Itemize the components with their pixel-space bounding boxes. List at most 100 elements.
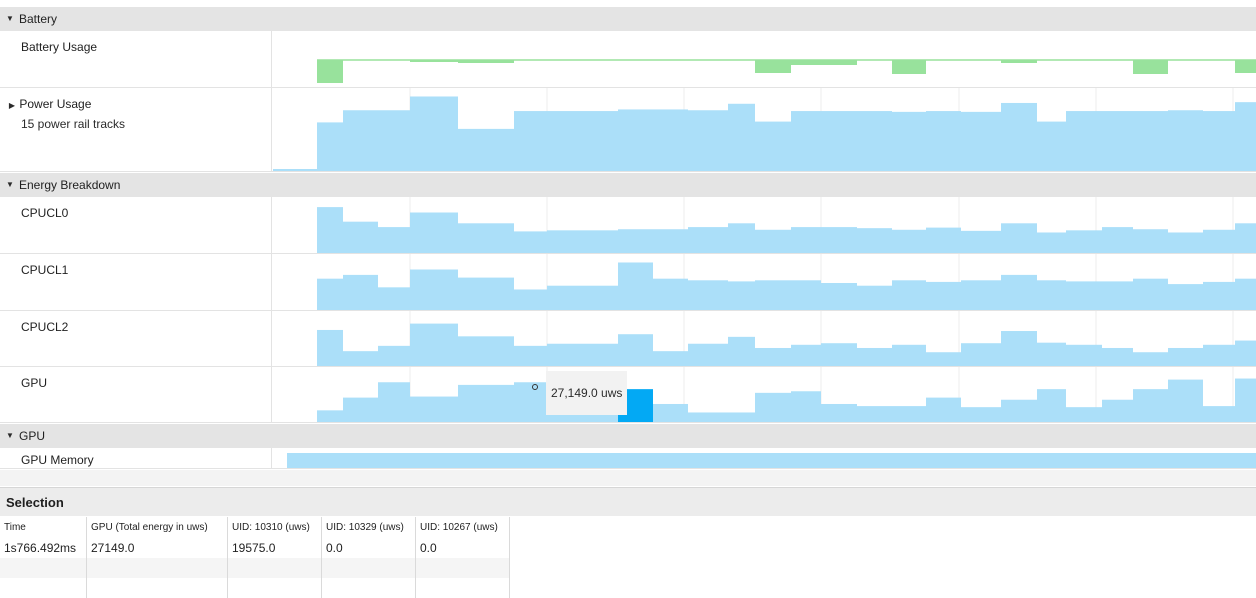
track-title: CPUCL0 <box>21 206 69 220</box>
step-segment <box>728 223 755 253</box>
step-segment <box>1066 281 1102 310</box>
step-segment <box>1235 378 1256 422</box>
track-area-gpu[interactable]: 27,149.0 uws <box>273 367 1256 422</box>
step-segment <box>1001 331 1037 366</box>
track-label-gpu[interactable]: GPU <box>0 367 272 422</box>
track-gpu: GPU 27,149.0 uws <box>0 367 1256 423</box>
step-segment <box>1235 223 1256 253</box>
step-segment <box>961 111 1001 171</box>
step-segment <box>343 110 378 171</box>
step-segment <box>653 278 688 310</box>
step-segment <box>514 111 547 171</box>
step-segment <box>618 334 653 366</box>
step-segment <box>961 343 1001 366</box>
track-label-cpucl0[interactable]: CPUCL0 <box>0 197 272 253</box>
cpucl1-chart <box>317 254 1256 310</box>
track-area-power-usage[interactable] <box>273 88 1256 171</box>
group-battery-label: Battery <box>19 12 58 26</box>
caret-right-icon[interactable]: ▶ <box>8 101 16 110</box>
cpucl0-chart <box>317 197 1256 253</box>
step-segment <box>378 345 410 366</box>
track-area-cpucl1[interactable] <box>273 254 1256 310</box>
step-segment <box>857 111 892 171</box>
step-segment <box>688 343 728 366</box>
column-header-uid-10267[interactable]: UID: 10267 (uws) <box>415 517 510 538</box>
track-area-gpu-memory[interactable] <box>273 448 1256 468</box>
step-segment <box>317 329 343 366</box>
track-label-gpu-memory[interactable]: GPU Memory <box>0 448 272 468</box>
step-segment <box>1066 111 1102 171</box>
step-segment <box>688 110 728 171</box>
track-area-battery-usage[interactable] <box>273 31 1256 87</box>
step-segment <box>857 228 892 253</box>
step-segment <box>791 344 821 366</box>
step-segment <box>653 229 688 253</box>
caret-down-icon[interactable]: ▼ <box>6 431 14 440</box>
track-label-cpucl2[interactable]: CPUCL2 <box>0 311 272 366</box>
step-segment <box>1001 274 1037 310</box>
group-battery[interactable]: ▼ Battery <box>0 7 1256 31</box>
column-header-uid-10329[interactable]: UID: 10329 (uws) <box>321 517 416 538</box>
track-title: CPUCL2 <box>21 320 69 334</box>
step-segment <box>343 221 378 253</box>
step-segment <box>653 109 688 171</box>
cell-time: 1s766.492ms <box>0 538 87 558</box>
track-area-cpucl0[interactable] <box>273 197 1256 253</box>
step-segment <box>653 403 688 422</box>
step-segment <box>755 280 791 310</box>
group-energy-breakdown[interactable]: ▼ Energy Breakdown <box>0 173 1256 197</box>
step-segment <box>547 285 618 310</box>
track-cpucl1: CPUCL1 <box>0 254 1256 311</box>
selection-table: Time GPU (Total energy in uws) UID: 1031… <box>0 517 510 598</box>
step-segment <box>688 280 728 310</box>
table-row-empty <box>0 578 510 598</box>
step-segment <box>1037 121 1066 171</box>
caret-down-icon[interactable]: ▼ <box>6 14 14 23</box>
step-segment <box>791 280 821 310</box>
step-segment <box>1203 281 1235 310</box>
step-segment <box>1001 399 1037 422</box>
step-segment <box>618 229 653 253</box>
track-area-cpucl2[interactable] <box>273 311 1256 366</box>
step-segment <box>547 343 618 366</box>
step-segment <box>547 111 618 171</box>
step-segment <box>1168 347 1203 366</box>
step-segment <box>410 396 458 422</box>
track-label-battery-usage[interactable]: Battery Usage <box>0 31 272 87</box>
track-label-cpucl1[interactable]: CPUCL1 <box>0 254 272 310</box>
step-segment <box>410 212 458 253</box>
step-segment <box>458 384 514 422</box>
step-segment <box>1203 229 1235 253</box>
track-subtitle: 15 power rail tracks <box>21 117 126 131</box>
step-segment <box>410 269 458 310</box>
step-segment <box>317 410 343 422</box>
step-segment <box>378 382 410 422</box>
step-segment <box>343 274 378 310</box>
step-segment <box>1133 111 1168 171</box>
track-label-power-usage[interactable]: ▶ Power Usage 15 power rail tracks <box>0 88 272 171</box>
column-header-time[interactable]: Time <box>0 517 87 538</box>
step-segment <box>317 207 343 253</box>
step-segment <box>1001 223 1037 253</box>
table-row[interactable]: 1s766.492ms 27149.0 19575.0 0.0 0.0 <box>0 538 510 558</box>
step-segment <box>547 230 618 253</box>
track-gpu-memory: GPU Memory <box>0 448 1256 469</box>
step-segment <box>1133 229 1168 253</box>
step-segment <box>410 323 458 366</box>
step-segment <box>378 110 410 171</box>
caret-down-icon[interactable]: ▼ <box>6 180 14 189</box>
step-segment <box>821 283 857 310</box>
track-battery-usage: Battery Usage <box>0 31 1256 88</box>
track-title: CPUCL1 <box>21 263 69 277</box>
group-gpu-label: GPU <box>19 429 46 443</box>
step-segment <box>1037 232 1066 253</box>
step-segment <box>1133 278 1168 310</box>
step-segment <box>618 262 653 310</box>
track-title: Power Usage <box>19 97 92 111</box>
step-segment <box>458 223 514 253</box>
step-segment <box>1235 278 1256 310</box>
panel-resize-gap[interactable] <box>0 470 1256 486</box>
column-header-gpu-energy[interactable]: GPU (Total energy in uws) <box>86 517 228 538</box>
column-header-uid-10310[interactable]: UID: 10310 (uws) <box>227 517 322 538</box>
group-gpu[interactable]: ▼ GPU <box>0 424 1256 448</box>
